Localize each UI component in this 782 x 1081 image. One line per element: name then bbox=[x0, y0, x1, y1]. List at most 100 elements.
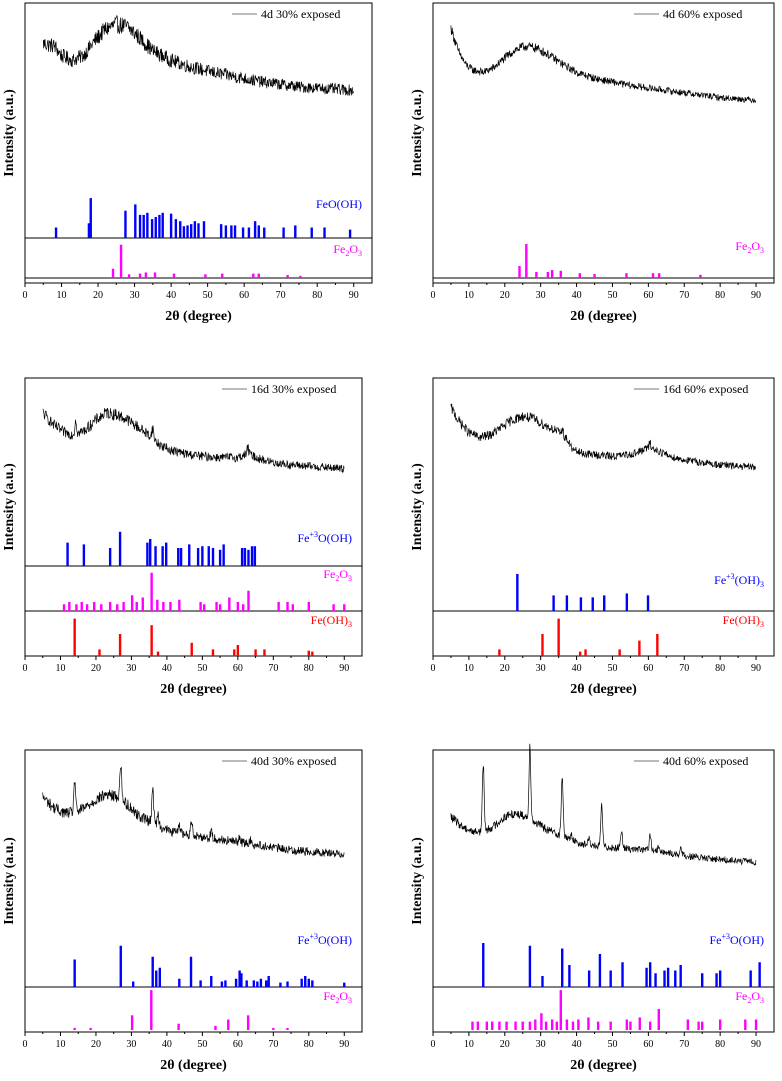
x-tick-label: 70 bbox=[679, 663, 689, 674]
x-tick-label: 40 bbox=[572, 290, 582, 301]
ref-label: Fe2O3 bbox=[735, 989, 764, 1005]
x-tick-label: 20 bbox=[91, 1039, 101, 1050]
y-axis-label: Intensity (a.u.) bbox=[2, 89, 17, 177]
plot-frame bbox=[432, 2, 775, 284]
x-tick-label: 0 bbox=[431, 1039, 436, 1050]
x-tick-label: 80 bbox=[304, 1039, 314, 1050]
ref-label: Fe2O3 bbox=[323, 989, 352, 1005]
x-tick-label: 60 bbox=[233, 1039, 243, 1050]
x-axis-label: 2θ (degree) bbox=[570, 1058, 637, 1073]
plot-frame bbox=[432, 377, 775, 657]
xrd-trace bbox=[450, 743, 757, 866]
x-tick-label: 40 bbox=[162, 1039, 172, 1050]
x-tick-label: 20 bbox=[500, 290, 510, 301]
x-tick-label: 10 bbox=[57, 290, 67, 301]
x-tick-label: 80 bbox=[715, 1039, 725, 1050]
ref-label: Fe+3O(OH) bbox=[297, 932, 352, 947]
panel-p16d30: 0 10 20 30 40 50 60 70 80 90 2θ (degree) Intensity … bbox=[2, 377, 363, 697]
x-tick-label: 90 bbox=[751, 290, 761, 301]
x-tick-label: 50 bbox=[197, 1039, 207, 1050]
x-tick-label: 0 bbox=[431, 663, 436, 674]
x-tick-label: 60 bbox=[233, 663, 243, 674]
x-axis-label: 2θ (degree) bbox=[160, 1058, 227, 1073]
xrd-trace bbox=[42, 407, 345, 474]
y-axis-label: Intensity (a.u.) bbox=[410, 463, 425, 551]
legend-label: 16d 60% exposed bbox=[663, 382, 748, 396]
ref-label: Fe+3(OH)3 bbox=[714, 572, 764, 589]
x-tick-label: 30 bbox=[126, 1039, 136, 1050]
ref-label: Fe2O3 bbox=[735, 239, 764, 255]
x-tick-label: 70 bbox=[679, 1039, 689, 1050]
x-tick-label: 90 bbox=[339, 663, 349, 674]
x-tick-label: 90 bbox=[751, 663, 761, 674]
x-tick-label: 60 bbox=[643, 663, 653, 674]
xrd-trace bbox=[42, 766, 345, 859]
x-tick-label: 30 bbox=[126, 663, 136, 674]
x-tick-label: 20 bbox=[91, 663, 101, 674]
legend-label: 16d 30% exposed bbox=[251, 382, 336, 396]
x-tick-label: 50 bbox=[607, 290, 617, 301]
panel-p40d30: 0 10 20 30 40 50 60 70 80 90 2θ (degree) Intensity … bbox=[2, 749, 363, 1073]
ref-label: Fe+3O(OH) bbox=[297, 530, 352, 545]
y-axis-label: Intensity (a.u.) bbox=[410, 89, 425, 177]
xrd-trace bbox=[42, 14, 354, 96]
x-tick-label: 0 bbox=[23, 290, 28, 301]
xrd-trace bbox=[450, 403, 756, 471]
x-tick-label: 70 bbox=[679, 290, 689, 301]
x-tick-label: 80 bbox=[715, 663, 725, 674]
xrd-trace bbox=[450, 25, 757, 104]
legend-label: 4d 30% exposed bbox=[261, 7, 340, 21]
x-tick-label: 70 bbox=[268, 663, 278, 674]
x-tick-label: 80 bbox=[304, 663, 314, 674]
y-axis-label: Intensity (a.u.) bbox=[2, 837, 17, 925]
y-axis-label: Intensity (a.u.) bbox=[410, 837, 425, 925]
legend-label: 4d 60% exposed bbox=[663, 7, 742, 21]
x-tick-label: 0 bbox=[23, 663, 28, 674]
x-tick-label: 60 bbox=[239, 290, 249, 301]
ref-label: FeO(OH) bbox=[316, 197, 362, 211]
x-axis-label: 2θ (degree) bbox=[570, 682, 637, 697]
legend-label: 40d 30% exposed bbox=[251, 754, 336, 768]
panel-p4d60: 0 10 20 30 40 50 60 70 80 90 2θ (degree) Intensity … bbox=[410, 2, 775, 324]
x-tick-label: 50 bbox=[197, 663, 207, 674]
x-tick-label: 60 bbox=[643, 1039, 653, 1050]
ref-label: Fe(OH)3 bbox=[311, 613, 352, 629]
x-tick-label: 10 bbox=[464, 663, 474, 674]
plot-frame bbox=[24, 749, 363, 1033]
x-tick-label: 40 bbox=[572, 663, 582, 674]
y-axis-label: Intensity (a.u.) bbox=[2, 463, 17, 551]
x-tick-label: 30 bbox=[536, 663, 546, 674]
x-tick-label: 50 bbox=[607, 663, 617, 674]
x-tick-label: 20 bbox=[93, 290, 103, 301]
x-tick-label: 30 bbox=[130, 290, 140, 301]
x-tick-label: 70 bbox=[276, 290, 286, 301]
x-tick-label: 90 bbox=[339, 1039, 349, 1050]
ref-label: Fe2O3 bbox=[333, 242, 362, 258]
x-tick-label: 50 bbox=[607, 1039, 617, 1050]
x-tick-label: 20 bbox=[500, 1039, 510, 1050]
x-tick-label: 40 bbox=[166, 290, 176, 301]
ref-label: Fe2O3 bbox=[323, 567, 352, 583]
x-tick-label: 70 bbox=[268, 1039, 278, 1050]
x-tick-label: 10 bbox=[464, 1039, 474, 1050]
ref-label: Fe(OH)3 bbox=[723, 613, 764, 629]
x-tick-label: 20 bbox=[500, 663, 510, 674]
x-tick-label: 50 bbox=[203, 290, 213, 301]
x-tick-label: 60 bbox=[643, 290, 653, 301]
x-tick-label: 40 bbox=[572, 1039, 582, 1050]
x-tick-label: 10 bbox=[55, 1039, 65, 1050]
plot-frame bbox=[24, 2, 373, 284]
x-tick-label: 30 bbox=[536, 1039, 546, 1050]
x-tick-label: 90 bbox=[751, 1039, 761, 1050]
panel-p40d60: 0 10 20 30 40 50 60 70 80 90 2θ (degree) Intensity … bbox=[410, 743, 775, 1073]
plot-frame bbox=[432, 749, 775, 1033]
x-tick-label: 30 bbox=[536, 290, 546, 301]
x-tick-label: 0 bbox=[23, 1039, 28, 1050]
panel-p4d30: 0 10 20 30 40 50 60 70 80 90 2θ (degree) Intensity … bbox=[2, 2, 373, 324]
plot-frame bbox=[24, 377, 363, 657]
x-tick-label: 80 bbox=[312, 290, 322, 301]
ref-label: Fe+3O(OH) bbox=[709, 932, 764, 947]
x-tick-label: 80 bbox=[715, 290, 725, 301]
x-tick-label: 90 bbox=[349, 290, 359, 301]
